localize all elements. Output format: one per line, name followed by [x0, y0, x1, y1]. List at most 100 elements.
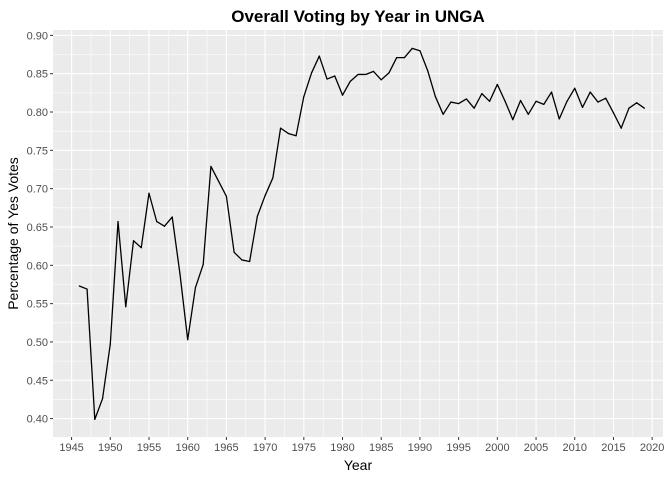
data-point	[225, 195, 227, 197]
data-point	[94, 418, 96, 420]
data-point	[179, 273, 181, 275]
y-tick-label: 0.40	[27, 414, 48, 426]
y-axis: 0.40 0.45 0.50 0.55 0.60 0.65 0.70 0.75 0.80 0.85…	[27, 30, 53, 426]
data-point	[550, 91, 553, 93]
data-point	[187, 339, 189, 341]
major-grid	[53, 30, 663, 437]
plot-panel	[53, 30, 663, 437]
x-tick-label: 1980	[330, 442, 354, 454]
data-point	[303, 96, 305, 98]
data-point	[419, 50, 421, 52]
data-point	[566, 100, 568, 102]
data-point	[543, 103, 545, 105]
data-point	[574, 87, 576, 89]
series-layer	[78, 47, 646, 421]
data-point	[612, 112, 615, 114]
x-tick-label: 2015	[601, 442, 625, 454]
data-point	[605, 97, 607, 99]
data-point	[310, 72, 313, 74]
x-axis: 1945 1950 1955 1960 1965 1970 1975 1980 1985 1990…	[59, 437, 664, 454]
x-tick-label: 2005	[524, 442, 548, 454]
data-point	[512, 119, 514, 121]
data-point	[109, 343, 111, 345]
y-tick-label: 0.70	[27, 184, 48, 196]
data-point	[171, 216, 173, 218]
data-point	[442, 113, 444, 115]
data-point	[233, 251, 235, 253]
data-point	[372, 70, 375, 72]
data-point	[194, 286, 197, 289]
y-axis-title: Percentage of Yes Votes	[5, 157, 21, 310]
x-tick-label: 1945	[59, 442, 83, 454]
data-point	[504, 100, 506, 102]
y-tick-label: 0.45	[27, 375, 48, 387]
data-point	[473, 107, 475, 109]
data-point	[326, 78, 328, 80]
data-point	[241, 259, 243, 261]
data-point	[202, 263, 204, 266]
data-point	[334, 75, 336, 77]
x-tick-label: 1950	[98, 442, 122, 454]
data-point	[465, 98, 467, 100]
data-point	[489, 100, 491, 102]
data-point	[279, 127, 282, 129]
data-point	[256, 215, 258, 217]
x-axis-title: Year	[344, 457, 373, 473]
data-point	[496, 83, 498, 86]
data-point	[519, 99, 522, 102]
data-point	[620, 127, 622, 129]
data-point	[365, 73, 367, 76]
data-point	[163, 225, 166, 227]
x-tick-label: 2010	[563, 442, 587, 454]
x-tick-label: 1975	[292, 442, 316, 454]
data-point	[427, 70, 429, 72]
minor-grid	[53, 30, 663, 437]
data-point	[527, 113, 529, 115]
data-point	[78, 285, 80, 287]
data-point	[643, 107, 646, 109]
data-point	[349, 80, 351, 82]
chart-title: Overall Voting by Year in UNGA	[231, 7, 485, 26]
y-tick-label: 0.80	[27, 107, 48, 119]
data-point	[411, 47, 413, 50]
data-point	[249, 260, 251, 263]
data-point	[628, 107, 630, 109]
data-point	[589, 91, 591, 93]
data-point	[396, 56, 398, 59]
data-point	[272, 177, 274, 179]
data-point	[403, 56, 406, 59]
x-tick-label: 1965	[214, 442, 238, 454]
x-tick-label: 1955	[137, 442, 161, 454]
data-point	[318, 55, 320, 57]
y-tick-label: 0.75	[27, 145, 48, 157]
data-point	[264, 194, 266, 197]
x-tick-label: 1995	[446, 442, 470, 454]
data-point	[581, 106, 584, 109]
data-point	[458, 102, 460, 105]
x-tick-label: 1970	[253, 442, 277, 454]
data-point	[210, 165, 212, 168]
y-tick-label: 0.55	[27, 299, 48, 311]
x-tick-label: 1985	[369, 442, 393, 454]
data-point	[481, 93, 483, 95]
data-point	[450, 101, 452, 103]
data-point	[636, 102, 638, 104]
data-point	[101, 398, 104, 400]
data-point	[558, 118, 560, 120]
data-point	[86, 288, 88, 290]
data-point	[287, 132, 289, 135]
x-tick-label: 1960	[175, 442, 199, 454]
data-point	[156, 221, 158, 223]
data-point	[117, 221, 119, 223]
y-tick-label: 0.90	[27, 30, 48, 42]
y-tick-label: 0.65	[27, 222, 48, 234]
data-point	[341, 94, 344, 96]
data-point	[140, 247, 142, 249]
y-tick-label: 0.85	[27, 69, 48, 81]
data-point	[380, 79, 382, 81]
data-point	[148, 192, 150, 194]
x-tick-label: 1990	[408, 442, 432, 454]
y-tick-label: 0.60	[27, 260, 48, 272]
data-point	[434, 96, 437, 98]
